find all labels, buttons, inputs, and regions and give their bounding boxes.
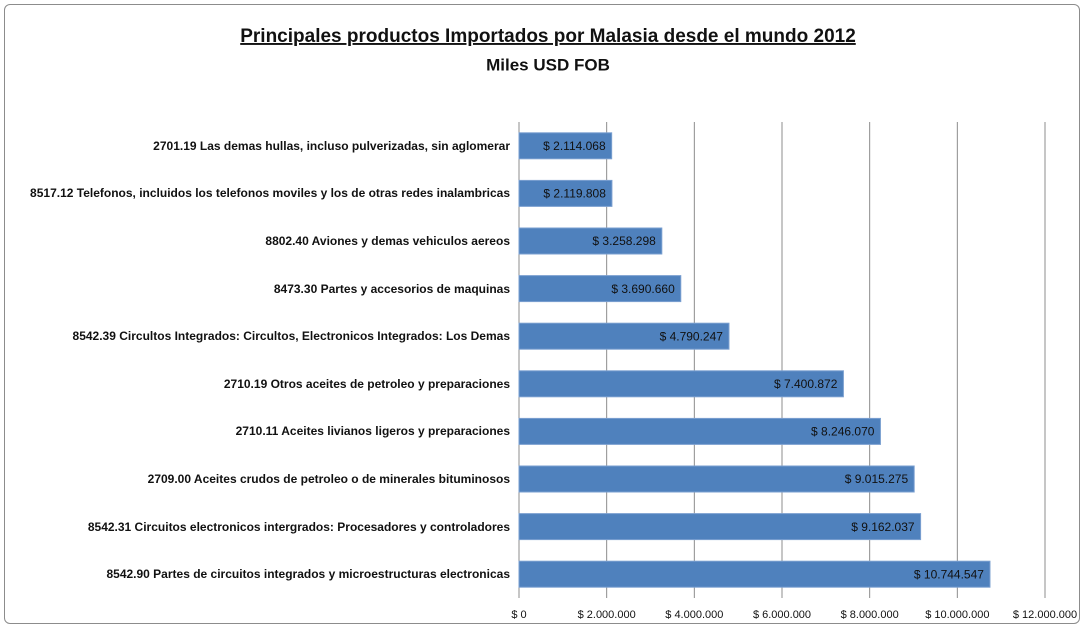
value-label: $ 3.258.298	[592, 234, 656, 248]
category-label: 2710.19 Otros aceites de petroleo y prep…	[223, 376, 510, 391]
x-tick-label: $ 0	[511, 609, 526, 621]
category-label: 8802.40 Aviones y demas vehiculos aereos	[265, 234, 510, 248]
category-label: 8542.90 Partes de circuitos integrados y…	[106, 567, 510, 582]
bar	[518, 465, 915, 493]
bar	[518, 227, 663, 255]
x-tick-label: $ 4.000.000	[665, 609, 723, 621]
chart-frame	[4, 4, 1080, 624]
bar	[518, 275, 682, 303]
bar	[518, 417, 881, 445]
value-label: $ 4.790.247	[660, 329, 724, 343]
x-tick-label: $ 8.000.000	[841, 609, 899, 621]
category-label: 8542.31 Circuitos electronicos intergrad…	[87, 519, 510, 534]
chart-subtitle: Miles USD FOB	[486, 55, 610, 74]
value-label: $ 9.162.037	[851, 520, 915, 534]
category-label: 8542.39 Circultos Integrados: Circultos,…	[72, 329, 510, 344]
bar	[518, 370, 844, 398]
category-label: 2709.00 Aceites crudos de petroleo o de …	[147, 472, 510, 486]
x-tick-label: $ 6.000.000	[753, 609, 811, 621]
category-label: 8517.12 Telefonos, incluidos los telefon…	[30, 186, 510, 201]
value-label: $ 9.015.275	[845, 472, 909, 486]
value-label: $ 3.690.660	[611, 282, 675, 296]
bar	[518, 132, 613, 160]
x-tick-label: $ 12.000.000	[1013, 609, 1077, 621]
x-tick-label: $ 10.000.000	[925, 609, 989, 621]
value-label: $ 2.114.068	[543, 139, 606, 153]
value-label: $ 7.400.872	[774, 377, 838, 391]
bar	[518, 322, 730, 350]
x-tick-label: $ 2.000.000	[578, 609, 636, 621]
category-label: 8473.30 Partes y accesorios de maquinas	[273, 281, 510, 296]
value-label: $ 10.744.547	[914, 567, 984, 581]
bar	[518, 560, 991, 588]
category-label: 2710.11 Aceites livianos ligeros y prepa…	[235, 424, 510, 439]
category-label: 2701.19 Las demas hullas, incluso pulver…	[153, 138, 510, 153]
chart-title: Principales productos Importados por Mal…	[240, 26, 856, 47]
value-label: $ 2.119.808	[543, 187, 606, 201]
value-label: $ 8.246.070	[811, 425, 875, 439]
bar	[518, 179, 613, 207]
bar	[518, 513, 922, 541]
